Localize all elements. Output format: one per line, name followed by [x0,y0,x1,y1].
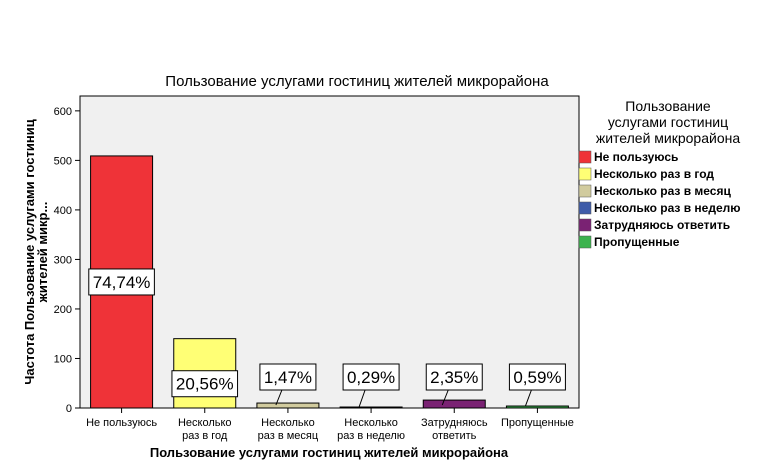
data-label-box [259,363,317,391]
data-label-leader [441,389,449,406]
y-tick-label: 100 [54,353,72,365]
legend-swatch [578,218,592,232]
data-label-leader [358,389,366,408]
y-tick-label: 500 [54,155,72,167]
legend-entry: Несколько раз в месяц [594,184,731,198]
x-tick-label: раз в неделю [337,430,405,442]
y-tick-label: 200 [54,304,72,316]
y-axis-label-line: Частота Пользование услугами гостиниц [22,119,37,384]
data-label-box [508,363,566,391]
y-tick-label: 400 [54,205,72,217]
legend-swatch [578,150,592,164]
y-tick-label: 600 [54,106,72,118]
bar [339,406,403,409]
legend-entry: Не пользуюсь [594,150,678,164]
legend-entry: Пропущенные [594,235,680,249]
data-label-box [425,363,483,391]
legend-entry: Несколько раз в неделю [594,201,741,215]
x-tick-label: Несколько [261,417,315,429]
bar [422,399,486,409]
x-tick-label: Несколько [178,417,232,429]
legend-title: Пользование [625,98,711,114]
data-label: 1,47% [264,368,312,387]
x-axis-label: Пользование услугами гостиниц жителей ми… [150,445,509,460]
x-tick-label: Пропущенные [501,417,574,429]
data-label: 0,59% [513,368,561,387]
data-label: 74,74% [93,273,151,292]
plot-area [79,95,580,409]
bar [256,402,320,409]
legend-entry: Несколько раз в год [594,167,714,181]
x-tick-label: раз в год [182,430,228,442]
data-label-box [342,363,400,391]
data-label: 0,29% [347,368,395,387]
legend-swatch [578,167,592,181]
x-tick-label: раз в месяц [258,430,319,442]
bar [505,405,569,409]
y-tick-label: 300 [54,254,72,266]
data-label-leader [275,389,283,406]
x-tick-label: ответить [432,430,477,442]
legend-swatch [578,235,592,249]
legend-entry: Затрудняюсь ответить [594,218,730,232]
chart-title: Пользование услугами гостиниц жителей ми… [165,73,549,90]
legend-swatch [578,201,592,215]
x-tick-label: Не пользуюсь [86,417,157,429]
y-axis: 0 100 200 300 400 500 600 [54,106,80,415]
legend-title: жителей микрорайона [596,130,740,146]
x-tick-label: Затрудняюсь [421,417,488,429]
legend-title: услугами гостиниц [608,114,728,130]
y-axis-label: Частота Пользование услугами гостиницжит… [22,119,50,384]
data-label-box [88,268,155,296]
legend-swatch [578,184,592,198]
data-label-leader [524,389,532,407]
x-tick-label: Несколько [344,417,398,429]
data-label: 2,35% [430,368,478,387]
data-label: 20,56% [176,375,234,394]
data-label-box [171,370,239,398]
y-axis-label-line: жителей микр... [35,202,50,304]
y-tick-label: 0 [66,403,72,415]
